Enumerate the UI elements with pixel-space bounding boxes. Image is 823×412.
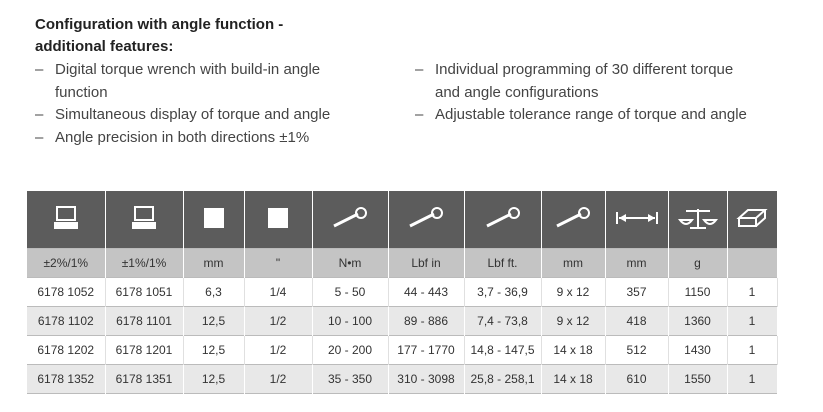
table-cell: 1/2 (244, 306, 313, 336)
table-cell: 6178 1052 (27, 277, 106, 307)
spec-table: ±2%/1% ±1%/1% mm " N•m Lbf in Lbf ft. mm mm g 6178… (27, 191, 778, 394)
table-cell: 20 - 200 (312, 335, 389, 365)
unit-cell: mm (183, 248, 245, 278)
feature: Digital torque wrench with build-in angl… (35, 59, 355, 104)
laptop-icon (53, 206, 78, 229)
table-row: 6178 1202 6178 1201 12,5 1/2 20 - 200 177 - 1… (27, 335, 778, 365)
wrench-icon (333, 207, 367, 228)
table-cell: 6178 1202 (27, 335, 106, 365)
table-cell: 512 (605, 335, 669, 365)
table-cell: 7,4 - 73,8 (464, 306, 542, 336)
table-cell: 177 - 1770 (388, 335, 465, 365)
table-cell: 1/2 (244, 335, 313, 365)
scale-icon (677, 209, 718, 229)
table-cell: 6178 1352 (27, 364, 106, 394)
table-cell: 310 - 3098 (388, 364, 465, 394)
table-cell: 6178 1351 (105, 364, 184, 394)
table-cell: 6178 1201 (105, 335, 184, 365)
icon-row (27, 191, 778, 249)
length-icon (615, 212, 658, 224)
table-cell: 1150 (668, 277, 728, 307)
wrench-icon (409, 207, 443, 228)
table-cell: 12,5 (183, 364, 245, 394)
unit-row: ±2%/1% ±1%/1% mm " N•m Lbf in Lbf ft. mm mm g (27, 248, 778, 278)
table-cell: 9 x 12 (541, 277, 606, 307)
feature: Angle precision in both directions ±1% (35, 127, 355, 150)
unit-cell: mm (605, 248, 669, 278)
table-cell: 35 - 350 (312, 364, 389, 394)
feature: Adjustable tolerance range of torque and… (415, 104, 760, 127)
heading: Configuration with angle function - addi… (35, 14, 283, 58)
table-cell: 14 x 18 (541, 335, 606, 365)
table-cell: 1/2 (244, 364, 313, 394)
heading-line: Configuration with angle function - (35, 16, 284, 33)
unit-cell: Lbf in (388, 248, 465, 278)
square-icon (268, 208, 288, 228)
table-cell: 418 (605, 306, 669, 336)
feature-list: Individual programming of 30 different t… (415, 59, 760, 127)
feature: Simultaneous display of torque and angle (35, 104, 355, 127)
table-cell: 5 - 50 (312, 277, 389, 307)
table-cell: 357 (605, 277, 669, 307)
table-cell: 1 (727, 335, 778, 365)
table-cell: 6178 1101 (105, 306, 184, 336)
unit-cell: ±2%/1% (27, 248, 106, 278)
unit-cell: " (244, 248, 313, 278)
table-cell: 610 (605, 364, 669, 394)
heading-line: additional features: (35, 38, 174, 55)
table-row: 6178 1352 6178 1351 12,5 1/2 35 - 350 310 - 3… (27, 364, 778, 394)
unit-cell: Lbf ft. (464, 248, 542, 278)
table-cell: 1 (727, 364, 778, 394)
table-row: 6178 1052 6178 1051 6,3 1/4 5 - 50 44 - 443 3,… (27, 277, 778, 307)
table-cell: 6,3 (183, 277, 245, 307)
feature: Individual programming of 30 different t… (415, 59, 760, 104)
table-cell: 3,7 - 36,9 (464, 277, 542, 307)
table-cell: 6178 1102 (27, 306, 106, 336)
table-cell: 6178 1051 (105, 277, 184, 307)
feature-list: Digital torque wrench with build-in angl… (35, 59, 355, 149)
wrench-icon (556, 207, 590, 228)
laptop-icon (132, 206, 156, 229)
table-cell: 12,5 (183, 306, 245, 336)
table-cell: 9 x 12 (541, 306, 606, 336)
table-cell: 14 x 18 (541, 364, 606, 394)
table-cell: 12,5 (183, 335, 245, 365)
unit-cell: N•m (312, 248, 389, 278)
table-cell: 25,8 - 258,1 (464, 364, 542, 394)
table-cell: 1360 (668, 306, 728, 336)
table-cell: 10 - 100 (312, 306, 389, 336)
table-cell: 1 (727, 306, 778, 336)
unit-cell: mm (541, 248, 606, 278)
unit-cell: ±1%/1% (105, 248, 184, 278)
table-cell: 1550 (668, 364, 728, 394)
square-icon (203, 208, 224, 228)
table-row: 6178 1102 6178 1101 12,5 1/2 10 - 100 89 - 88… (27, 306, 778, 336)
table-cell: 44 - 443 (388, 277, 465, 307)
wrench-icon (485, 207, 520, 228)
table-cell: 89 - 886 (388, 306, 465, 336)
table-cell: 1 (727, 277, 778, 307)
box-icon (736, 209, 768, 227)
table-cell: 14,8 - 147,5 (464, 335, 542, 365)
table-cell: 1430 (668, 335, 728, 365)
table-cell: 1/4 (244, 277, 313, 307)
unit-cell (727, 248, 778, 278)
unit-cell: g (668, 248, 728, 278)
